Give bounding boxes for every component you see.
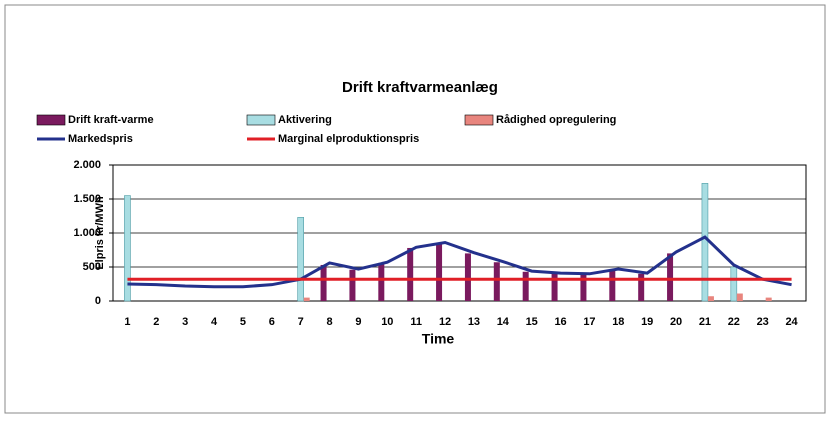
bar	[407, 247, 414, 301]
chart-frame	[4, 4, 826, 414]
bar	[701, 183, 709, 302]
y-tick-label: 2.000	[73, 159, 101, 171]
bar	[707, 296, 714, 301]
x-tick-label: 3	[182, 316, 188, 328]
bar	[124, 195, 131, 302]
legend-label: Drift kraft-varme	[68, 114, 154, 126]
legend-label: Markedspris	[68, 133, 133, 145]
bar	[609, 269, 616, 301]
bar	[638, 273, 645, 301]
bar	[522, 271, 529, 301]
y-tick-label: 1.000	[73, 227, 101, 239]
bar	[765, 297, 772, 301]
bar	[378, 262, 385, 301]
legend-swatch	[36, 114, 66, 126]
x-tick-label: 4	[211, 316, 218, 328]
x-tick-label: 18	[612, 316, 624, 328]
x-tick-label: 24	[785, 316, 798, 328]
legend-label: Aktivering	[278, 114, 332, 126]
x-axis-label: Time	[422, 331, 455, 347]
x-tick-label: 23	[757, 316, 769, 328]
legend-label: Rådighed opregulering	[496, 114, 616, 126]
x-tick-label: 7	[298, 316, 304, 328]
bar	[667, 253, 674, 301]
bar	[320, 264, 327, 301]
x-tick-label: 5	[240, 316, 246, 328]
bar	[493, 262, 500, 301]
y-axis-label: Elpris kr/MWh	[94, 196, 106, 270]
y-tick-label: 1.500	[73, 193, 101, 205]
y-tick-label: 500	[83, 261, 101, 273]
chart-title: Drift kraftvarmeanlæg	[342, 79, 498, 96]
x-tick-label: 14	[497, 316, 510, 328]
x-tick-label: 2	[153, 316, 159, 328]
x-tick-label: 21	[699, 316, 711, 328]
x-tick-label: 12	[439, 316, 451, 328]
x-tick-label: 10	[381, 316, 393, 328]
bar	[349, 269, 356, 301]
bar	[580, 274, 587, 301]
legend-label: Marginal elproduktionspris	[278, 133, 419, 145]
legend-swatch	[464, 114, 494, 126]
x-tick-label: 17	[583, 316, 595, 328]
y-tick-label: 0	[95, 295, 101, 307]
bar	[551, 273, 558, 301]
x-tick-label: 13	[468, 316, 480, 328]
bar	[303, 297, 310, 301]
bar	[297, 217, 304, 302]
line-series	[127, 235, 792, 289]
x-tick-label: 22	[728, 316, 740, 328]
x-tick-label: 20	[670, 316, 682, 328]
bar	[436, 243, 443, 301]
x-tick-label: 11	[410, 316, 422, 328]
legend-swatch	[246, 114, 276, 126]
x-tick-label: 16	[554, 316, 566, 328]
x-tick-label: 9	[355, 316, 361, 328]
bar	[464, 253, 471, 301]
bar	[736, 293, 743, 301]
x-tick-label: 19	[641, 316, 653, 328]
bar	[730, 266, 738, 302]
x-tick-label: 1	[124, 316, 130, 328]
x-tick-label: 8	[327, 316, 333, 328]
x-tick-label: 15	[526, 316, 538, 328]
x-tick-label: 6	[269, 316, 275, 328]
